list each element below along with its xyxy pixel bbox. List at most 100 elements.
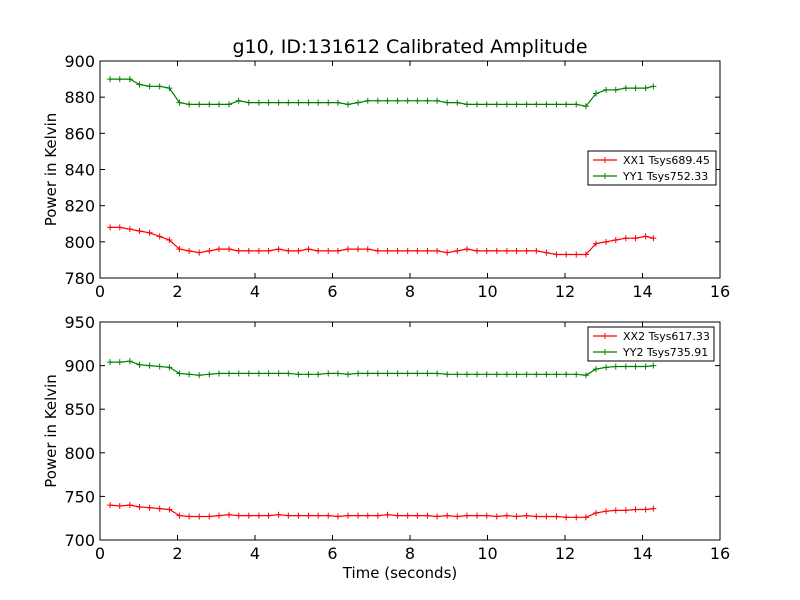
- data-point: [107, 76, 114, 83]
- data-point: [206, 371, 213, 378]
- data-point: [493, 247, 500, 254]
- data-point: [503, 101, 510, 108]
- x-tick-label: 0: [95, 282, 105, 301]
- data-point: [444, 99, 451, 106]
- data-point: [384, 97, 391, 104]
- data-point: [255, 370, 262, 377]
- data-point: [632, 85, 639, 92]
- data-point: [355, 99, 362, 106]
- data-point: [275, 511, 282, 518]
- data-point: [345, 371, 351, 378]
- data-point: [334, 370, 341, 377]
- y-tick-label: 900: [64, 357, 95, 376]
- data-point: [503, 371, 510, 378]
- legend-marker: [602, 157, 608, 163]
- data-point: [404, 97, 411, 104]
- data-point: [355, 370, 362, 377]
- data-point: [196, 513, 203, 520]
- data-point: [265, 370, 272, 377]
- data-point: [146, 229, 153, 236]
- data-point: [364, 512, 371, 519]
- data-point: [603, 364, 610, 371]
- data-point: [325, 99, 332, 106]
- x-tick-label: 4: [250, 544, 260, 563]
- data-point: [593, 366, 599, 373]
- data-point: [650, 362, 657, 369]
- data-point: [374, 97, 381, 104]
- subplot-2: 0 2 4 6 8 10 12 14 16 700 750 800 850 900 950 Power in …: [42, 313, 730, 582]
- data-point: [543, 513, 550, 520]
- data-point: [374, 512, 381, 519]
- data-point: [404, 370, 411, 377]
- data-point: [384, 247, 391, 254]
- data-point: [622, 363, 629, 370]
- data-point: [612, 363, 619, 370]
- data-point: [650, 83, 657, 90]
- x-tick-label: 2: [172, 282, 182, 301]
- data-point: [394, 247, 401, 254]
- data-point: [444, 249, 451, 256]
- legend-marker: [602, 333, 608, 339]
- series-2: [107, 76, 657, 110]
- data-point: [186, 371, 193, 378]
- data-point: [295, 247, 302, 254]
- data-point: [434, 370, 441, 377]
- x-axis-label: Time (seconds): [342, 564, 458, 582]
- data-point: [612, 86, 619, 93]
- data-point: [424, 97, 431, 104]
- data-point: [285, 99, 292, 106]
- data-point: [334, 513, 341, 520]
- data-point: [215, 246, 222, 253]
- legend-marker: [602, 173, 608, 179]
- data-point: [622, 85, 629, 92]
- data-point: [523, 101, 530, 108]
- legend-box: [587, 150, 717, 186]
- data-point: [414, 370, 421, 377]
- legend: XX1 Tsys689.45 YY1 Tsys752.33: [587, 150, 717, 186]
- data-point: [136, 227, 143, 234]
- y-tick-label: 860: [64, 124, 95, 143]
- data-point: [543, 371, 550, 378]
- data-point: [275, 370, 282, 377]
- data-point: [622, 507, 629, 514]
- subplot-1: 0 2 4 6 8 10 12 14 16 780 800 820 840 860 880 900 Power …: [42, 52, 730, 301]
- data-point: [632, 363, 639, 370]
- data-point: [612, 507, 619, 514]
- data-point: [364, 246, 371, 253]
- data-point: [226, 511, 233, 518]
- y-tick-label: 900: [64, 52, 95, 71]
- data-point: [156, 83, 163, 90]
- data-point: [235, 512, 242, 519]
- data-point: [146, 504, 153, 511]
- data-point: [345, 101, 351, 108]
- x-tick-label: 6: [327, 282, 337, 301]
- data-point: [593, 90, 599, 97]
- data-point: [364, 370, 371, 377]
- data-point: [235, 247, 242, 254]
- x-tick-label: 6: [327, 544, 337, 563]
- data-point: [553, 101, 560, 108]
- x-tick-label: 12: [555, 282, 575, 301]
- data-point: [235, 370, 242, 377]
- data-point: [533, 513, 540, 520]
- data-point: [632, 235, 639, 242]
- data-point: [650, 235, 657, 242]
- data-point: [503, 247, 510, 254]
- data-point: [563, 251, 570, 258]
- data-point: [305, 512, 312, 519]
- data-point: [394, 97, 401, 104]
- data-point: [463, 101, 470, 108]
- data-point: [107, 359, 114, 366]
- data-point: [523, 247, 530, 254]
- data-point: [463, 371, 470, 378]
- data-point: [186, 247, 193, 254]
- data-point: [463, 512, 470, 519]
- data-point: [474, 371, 481, 378]
- data-point: [394, 512, 401, 519]
- data-point: [454, 247, 461, 254]
- data-point: [305, 99, 312, 106]
- x-tick-label: 10: [477, 544, 497, 563]
- data-point: [533, 247, 540, 254]
- data-point: [582, 372, 589, 379]
- data-point: [493, 101, 500, 108]
